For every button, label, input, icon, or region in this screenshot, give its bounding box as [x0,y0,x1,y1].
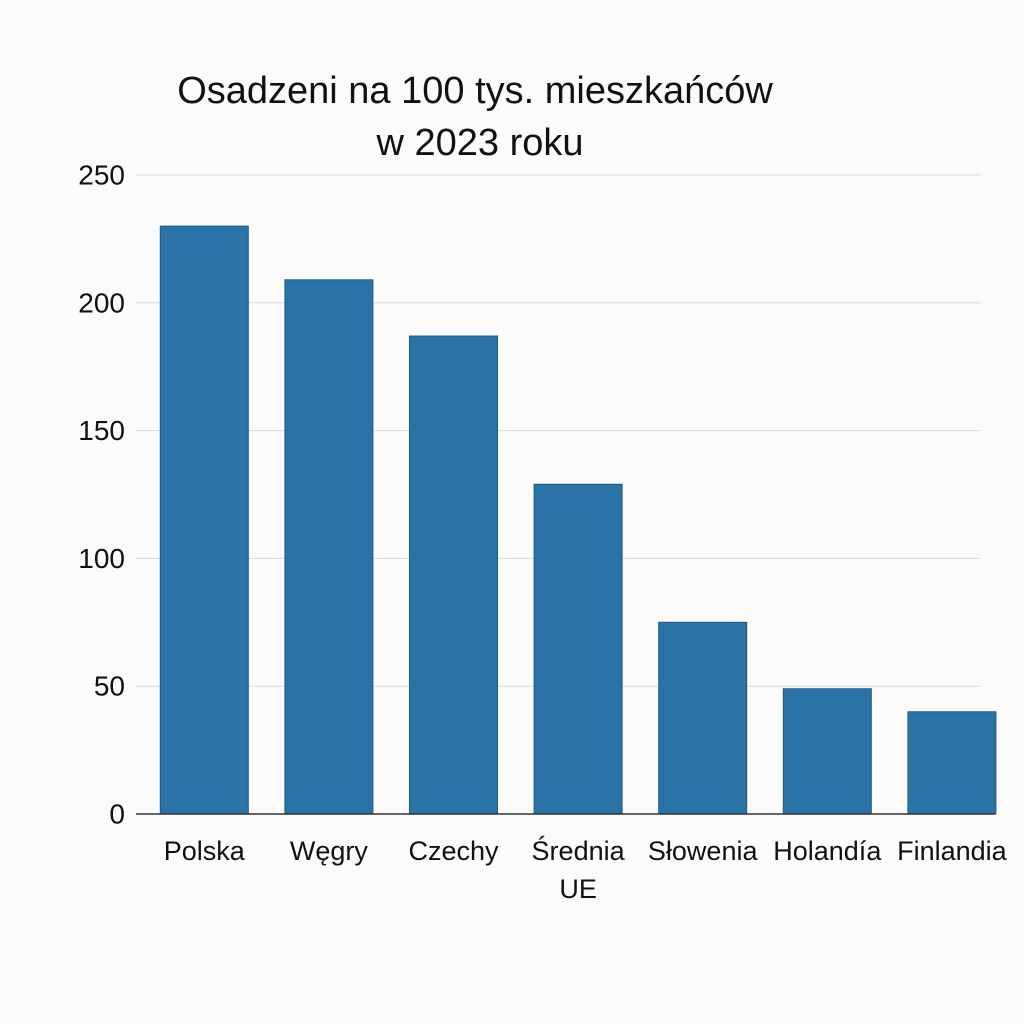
y-tick-label-200: 200 [78,287,125,318]
y-tick-label-50: 50 [94,671,125,702]
bar-czechy [409,335,498,815]
y-tick-label-100: 100 [78,543,125,574]
chart-title-line-2: w 2023 roku [376,122,584,165]
bar-polska [159,225,249,815]
y-tick-label-150: 150 [78,415,125,446]
y-tick-label-250: 250 [78,160,125,191]
x-tick-label-węgry: Węgry [290,836,369,866]
x-tick-label-średnia-ue: Średnia UE [532,834,626,904]
chart-title: Osadzeni na 100 tys. mieszkańców w 2023 … [0,65,950,169]
bar-holandía [782,688,872,815]
bar-słowenia [658,621,748,815]
y-tick-label-0: 0 [109,799,125,830]
bar-węgry [284,279,374,815]
chart-title-line-1: Osadzeni na 100 tys. mieszkańców [177,70,773,113]
bar-finlandia [907,711,997,815]
x-tick-label-czechy: Czechy [408,836,499,866]
x-tick-label-polska: Polska [164,836,246,866]
x-tick-label-słowenia: Słowenia [648,836,759,866]
bar-średnia-ue [533,483,623,815]
x-tick-label-holandía: Holandía [773,836,882,866]
x-tick-label-finlandia: Finlandia [897,836,1008,866]
